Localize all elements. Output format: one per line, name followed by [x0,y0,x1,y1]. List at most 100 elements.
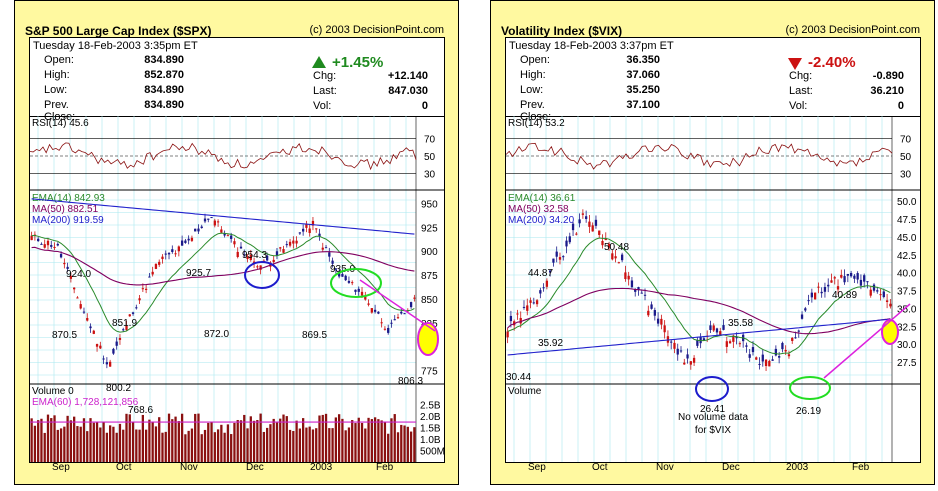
candle-body [866,281,869,283]
volume-bar [400,424,403,462]
x-label: Nov [180,462,198,473]
rsi-tick-label: 50 [900,152,912,163]
volume-bar [344,430,347,462]
candle-body [817,286,820,288]
candle-body [158,261,161,265]
volume-bar [197,413,200,462]
candle-body [581,213,585,215]
volume-bar [413,427,416,462]
price-tick-label: 35.0 [897,304,917,315]
candle-body [266,255,269,261]
candle-body [872,284,876,291]
candle-body [390,322,393,324]
rsi-series-line [506,142,893,170]
price-tick-label: 27.5 [897,358,917,369]
candle-body [650,304,653,309]
candle-body [92,330,95,334]
x-label: Feb [852,462,870,473]
volume-bar [148,419,151,462]
ma50-line [31,246,415,286]
candle-body [634,289,637,292]
volume-bar [243,414,246,462]
candle-body [275,251,279,256]
price-annotation: 806.3 [398,376,423,387]
quote-datetime: Tuesday 18-Feb-2003 3:35pm ET [33,40,198,52]
low-label: Low: [44,84,68,96]
highlight-ellipse [244,261,280,289]
volume-bar [180,413,184,462]
volume-bar [135,429,138,462]
price-annotation: 50.48 [604,242,629,253]
candle-body [292,240,295,244]
price-tick-label: 775 [421,366,438,377]
chg-label: Chg: [789,70,813,82]
candle-body [601,240,604,246]
price-tick-label: 30.0 [897,340,917,351]
volume-bar [259,413,262,462]
volume-bar [73,416,76,462]
prev-close-value: 834.890 [144,99,184,111]
price-annotation: 35.92 [538,338,563,349]
price-annotation: 768.6 [128,405,153,416]
volume-bar [285,416,288,462]
volume-tick-label: 2.5B [420,400,441,411]
candle-body [653,310,656,316]
candle-body [357,288,360,292]
candle-body [184,240,187,243]
candle-body [879,294,882,296]
volume-bar [393,414,396,462]
candle-body [180,240,184,246]
volume-bar [377,419,380,462]
candle-body [213,220,216,226]
volume-bar [383,422,387,462]
candle-body [279,247,282,249]
spx-chart-frame: Tuesday 18-Feb-2003 3:35pm ET Open: 834.… [29,37,445,473]
candle-body [298,232,302,234]
candle-body [118,337,122,340]
candle-body [400,311,403,314]
candle-body [288,241,292,246]
candle-body [56,243,59,246]
candle-body [663,325,666,333]
candle-body [223,232,226,236]
candle-body [373,309,377,312]
low-value: 834.890 [144,84,184,96]
candle-body [823,287,827,292]
candle-body [311,220,315,226]
volume-bar [184,434,187,462]
x-label: Nov [656,462,674,473]
vol-value: 0 [421,100,428,112]
price-tick-label: 45.0 [897,233,917,244]
candle-body [869,289,872,296]
candle-body [347,280,351,283]
trend-line [359,279,436,332]
candle-body [640,292,643,294]
candle-body [552,258,555,263]
volume-bar [315,428,318,462]
low-value: 35.250 [626,84,660,96]
candle-body [413,297,416,299]
price-tick-label: 950 [421,200,438,211]
volume-tick-label: 500M [420,446,444,457]
x-label: Oct [592,462,608,473]
indicator-label: MA(200) 919.59 [32,215,104,226]
candle-body [774,348,778,356]
candle-body [647,310,650,316]
candle-body [122,329,125,331]
volume-bar [347,427,351,462]
change-percent: +1.45% [332,54,384,71]
candle-body [810,292,814,298]
vix-panel: Volatility Index ($VIX) (c) 2003 Decisio… [490,0,935,485]
volume-bar [141,414,145,462]
volume-bar [216,429,220,462]
volume-label: Volume [508,386,542,397]
x-label: 2003 [310,462,333,473]
ema-line [31,232,415,333]
candle-body [820,291,823,294]
candle-body [732,335,735,342]
candle-body [791,337,794,341]
candle-body [200,226,203,229]
candle-body [683,362,686,365]
candle-body [859,279,863,286]
price-annotation: 26.41 [700,404,725,415]
